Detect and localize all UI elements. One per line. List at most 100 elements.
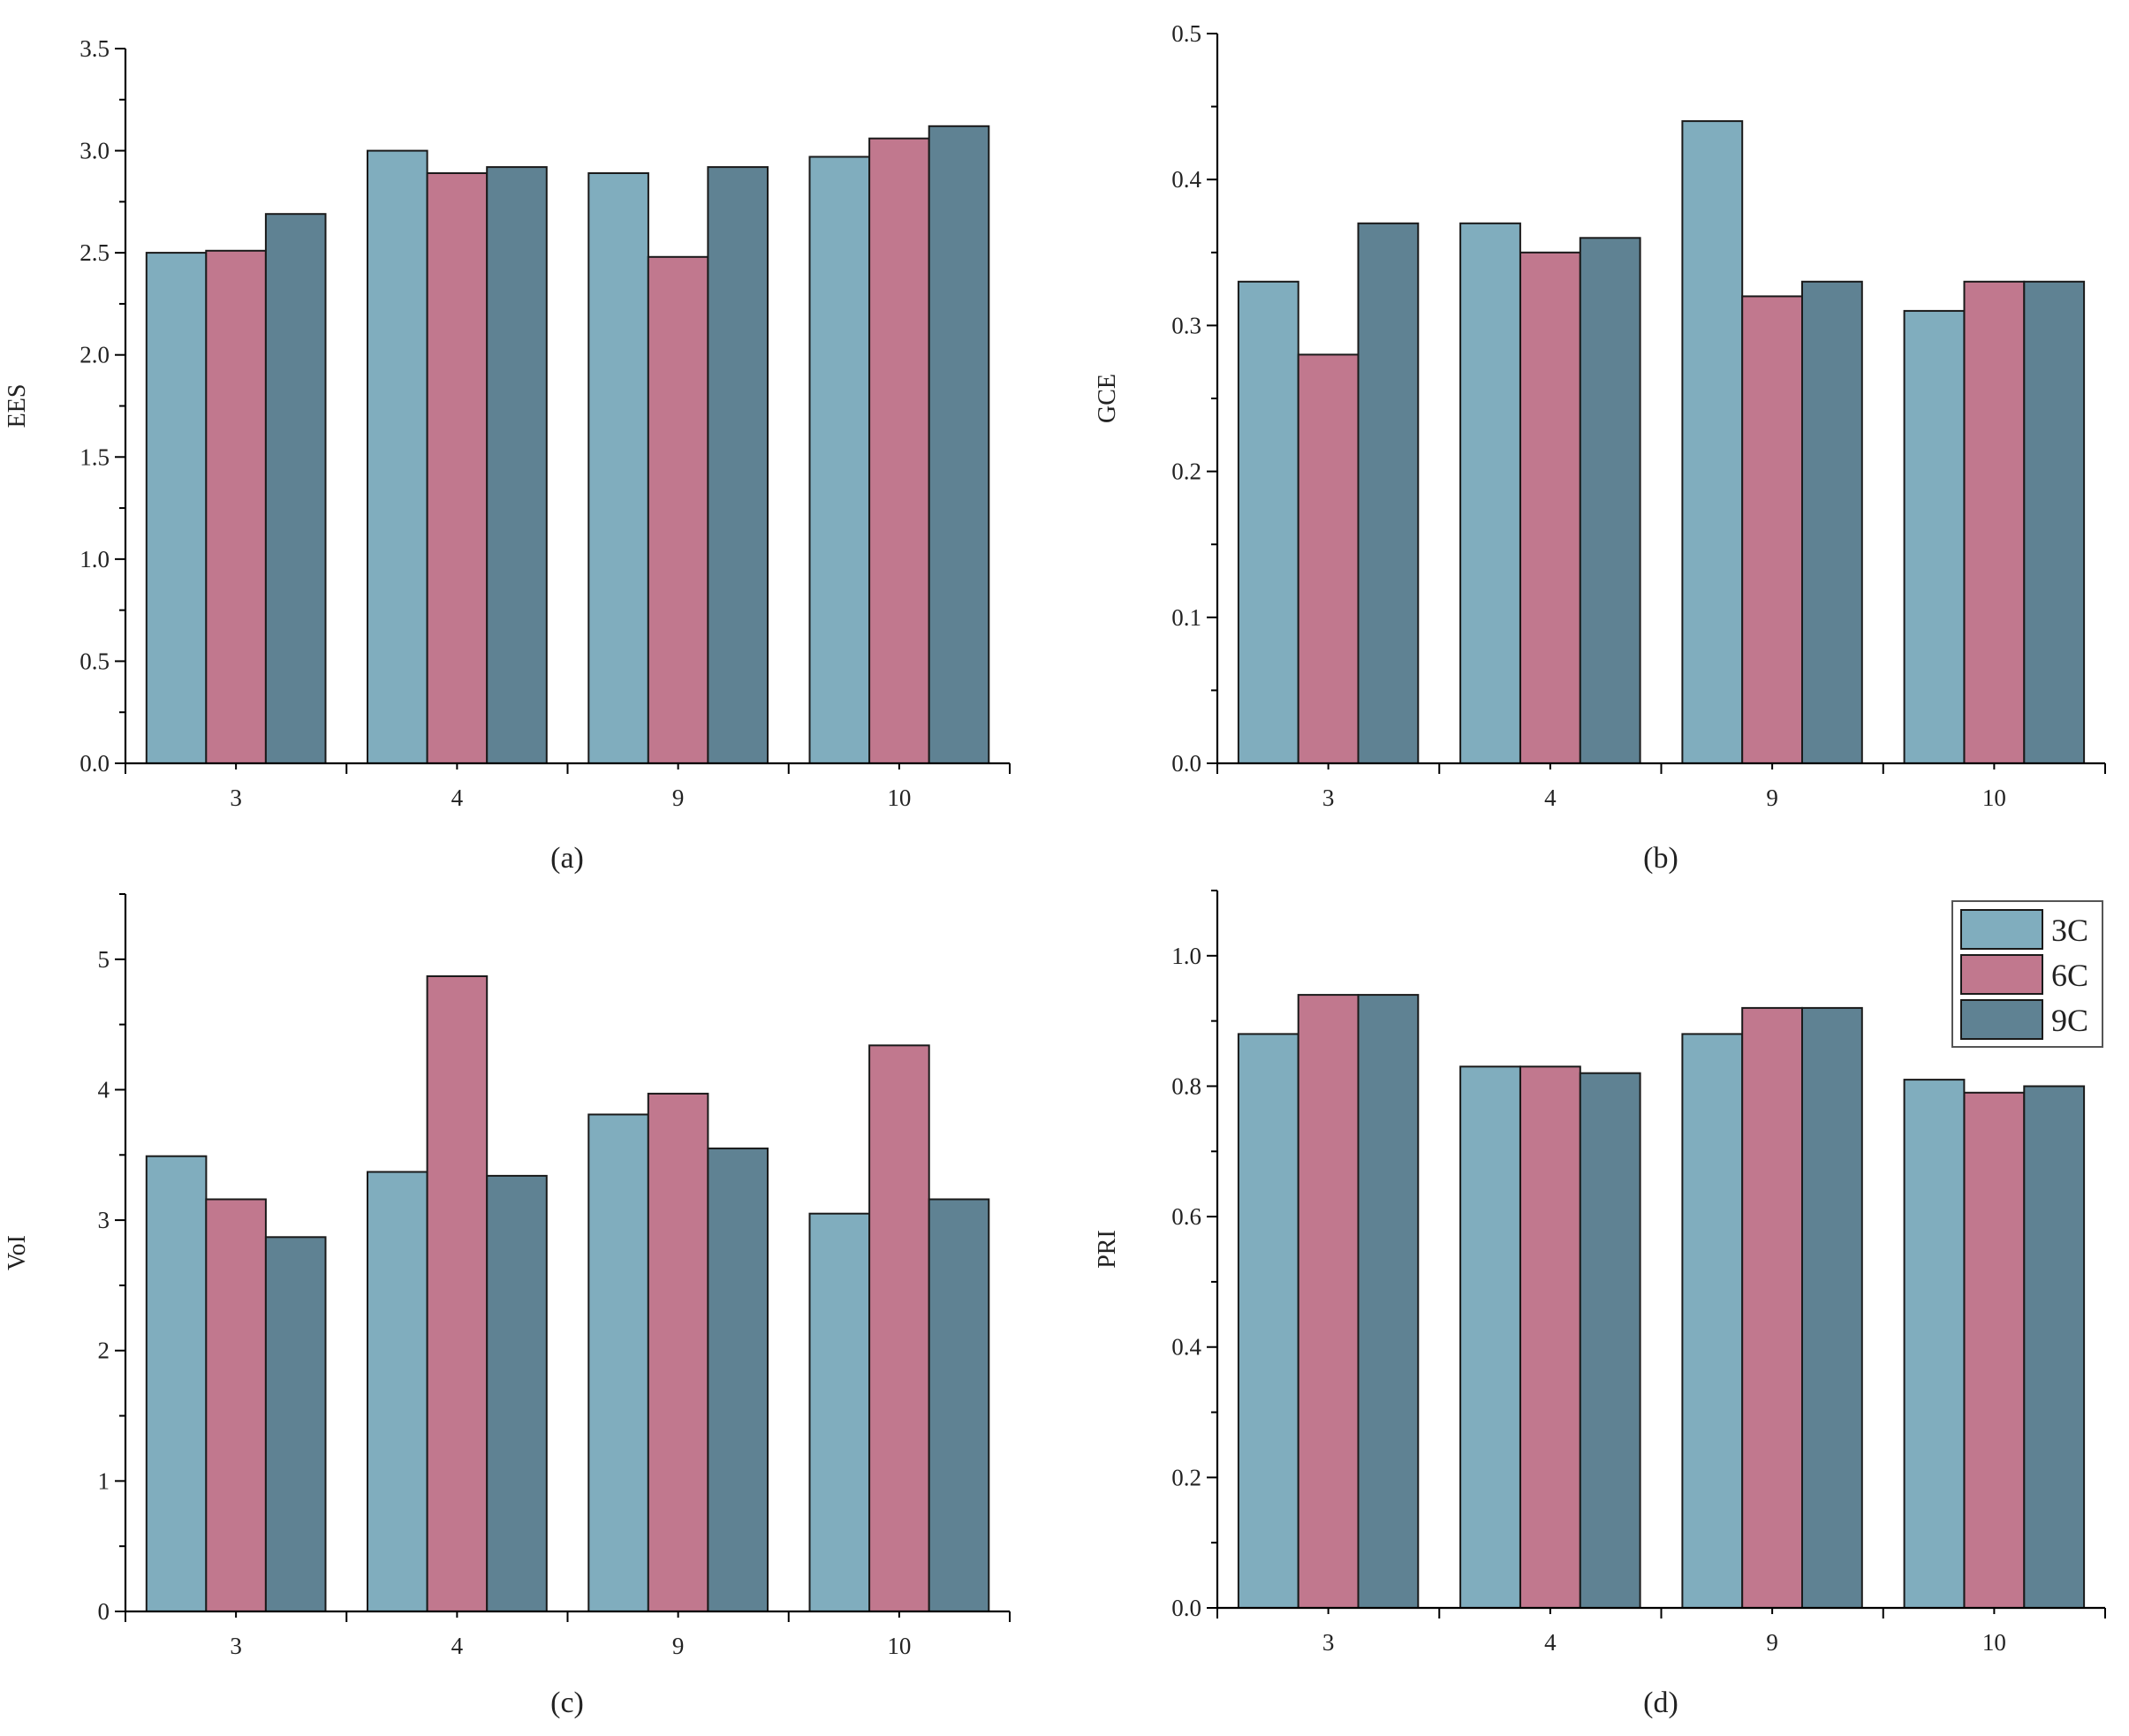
bar-9C-cat-4 <box>486 166 548 765</box>
bar-3C-cat-9 <box>587 172 649 764</box>
panel-caption: (b) <box>1643 842 1678 875</box>
y-tick-label: 3.5 <box>80 35 110 62</box>
x-tick-label-10: 10 <box>1982 785 2006 811</box>
bar-3C-cat-4 <box>367 1171 428 1612</box>
legend-swatch-3C <box>1960 909 2043 950</box>
bar-6C-cat-3 <box>1297 353 1360 764</box>
y-tick-label: 2.0 <box>80 342 110 368</box>
bar-9C-cat-3 <box>264 1236 327 1613</box>
bar-3C-cat-10 <box>808 155 871 764</box>
legend-label-6C: 6C <box>2051 958 2088 993</box>
y-tick-label: 0.4 <box>1171 166 1201 193</box>
x-tick-label-10: 10 <box>887 785 911 811</box>
bar-3C-cat-10 <box>1903 1079 1966 1609</box>
y-tick-label: 1.5 <box>80 443 110 470</box>
y-tick-label: 0.2 <box>1171 1464 1201 1490</box>
x-tick-label-9: 9 <box>1766 785 1778 811</box>
panel-caption: (d) <box>1643 1687 1678 1719</box>
bar-6C-cat-9 <box>1741 295 1803 764</box>
bar-6C-cat-4 <box>426 172 489 764</box>
y-axis-title: GCE <box>1094 374 1121 423</box>
bar-3C-cat-3 <box>1237 1033 1299 1609</box>
bar-9C-cat-3 <box>1357 222 1420 765</box>
x-tick-label-3: 3 <box>230 1633 242 1659</box>
y-tick-label: 4 <box>98 1076 110 1103</box>
bar-6C-cat-10 <box>868 137 930 764</box>
x-tick-label-4: 4 <box>451 785 464 811</box>
y-axis-title: VoI <box>4 1235 31 1270</box>
bar-6C-cat-4 <box>1519 1065 1581 1610</box>
panel-caption: (c) <box>550 1687 584 1719</box>
panel-caption: (a) <box>550 842 584 875</box>
x-tick-label-4: 4 <box>451 1633 464 1659</box>
y-tick-label: 0.0 <box>1171 750 1201 777</box>
legend-swatch-9C <box>1960 999 2043 1040</box>
bar-6C-cat-10 <box>1963 280 2026 764</box>
y-tick-label: 1.0 <box>1171 943 1201 969</box>
bar-6C-cat-10 <box>1963 1091 2026 1610</box>
y-tick-label: 0.0 <box>1171 1595 1201 1621</box>
legend-label-9C: 9C <box>2051 1003 2088 1038</box>
y-axis-title: EES <box>4 384 31 428</box>
y-tick-label: 0 <box>98 1598 110 1625</box>
bar-3C-cat-4 <box>1459 222 1521 765</box>
bar-3C-cat-10 <box>808 1212 871 1612</box>
bar-3C-cat-3 <box>145 1155 208 1612</box>
bar-9C-cat-4 <box>1579 237 1641 764</box>
bar-6C-cat-3 <box>1297 994 1360 1609</box>
bar-6C-cat-3 <box>205 1198 267 1612</box>
panel-a-ees: 0.0 0.5 1.0 1.5 2.0 2.5 3.0 3.5 3 4 9 10 EES (a) <box>4 35 1011 875</box>
legend-label-3C: 3C <box>2051 913 2088 948</box>
bar-9C-cat-9 <box>707 1147 769 1612</box>
y-tick-label: 3 <box>98 1207 110 1233</box>
x-tick-label-9: 9 <box>672 1633 685 1659</box>
y-tick-label: 0.4 <box>1171 1334 1201 1361</box>
y-tick-label: 0.8 <box>1171 1073 1201 1099</box>
y-tick-label: 0.2 <box>1171 459 1201 485</box>
legend: 3C 6C 9C <box>1951 900 2103 1048</box>
bar-9C-cat-10 <box>928 125 990 765</box>
x-tick-label-10: 10 <box>887 1633 911 1659</box>
y-axis-title: PRI <box>1094 1230 1121 1269</box>
bar-9C-cat-4 <box>1579 1072 1641 1609</box>
x-tick-label-9: 9 <box>1766 1629 1778 1656</box>
bar-3C-cat-9 <box>1681 120 1744 765</box>
y-tick-label: 5 <box>98 946 110 973</box>
bar-9C-cat-10 <box>928 1198 990 1612</box>
y-tick-label: 0.0 <box>80 750 110 777</box>
bar-6C-cat-9 <box>1741 1006 1803 1609</box>
x-tick-label-10: 10 <box>1982 1629 2006 1656</box>
bar-6C-cat-4 <box>426 975 489 1612</box>
bar-6C-cat-9 <box>647 1092 709 1612</box>
y-tick-label: 0.1 <box>1171 604 1201 631</box>
x-tick-label-4: 4 <box>1544 785 1557 811</box>
bar-6C-cat-3 <box>205 249 267 764</box>
y-tick-label: 3.0 <box>80 138 110 164</box>
x-tick-label-3: 3 <box>230 785 242 811</box>
x-tick-label-9: 9 <box>672 785 685 811</box>
y-tick-label: 2 <box>98 1338 110 1364</box>
y-tick-label: 1.0 <box>80 546 110 572</box>
x-tick-label-3: 3 <box>1322 1629 1335 1656</box>
bar-3C-cat-9 <box>587 1113 649 1612</box>
panel-c-voi: 0 1 2 3 4 5 3 4 9 10 VoI (c) <box>4 893 1011 1719</box>
bar-9C-cat-9 <box>707 166 769 765</box>
bar-6C-cat-4 <box>1519 251 1581 764</box>
bar-3C-cat-4 <box>367 149 428 765</box>
bar-3C-cat-3 <box>1237 280 1299 764</box>
y-tick-label: 0.5 <box>1171 20 1201 47</box>
bar-3C-cat-9 <box>1681 1033 1744 1609</box>
bar-9C-cat-3 <box>264 213 327 764</box>
x-tick-label-4: 4 <box>1544 1629 1557 1656</box>
y-tick-label: 0.6 <box>1171 1203 1201 1230</box>
y-tick-label: 2.5 <box>80 239 110 266</box>
bar-3C-cat-10 <box>1903 309 1966 764</box>
y-tick-label: 1 <box>98 1467 110 1494</box>
x-tick-label-3: 3 <box>1322 785 1335 811</box>
bar-9C-cat-10 <box>2023 280 2086 764</box>
bar-9C-cat-9 <box>1801 1006 1863 1609</box>
bar-9C-cat-4 <box>486 1174 548 1613</box>
bar-3C-cat-4 <box>1459 1065 1521 1610</box>
panel-b-gce: 0.0 0.1 0.2 0.3 0.4 0.5 3 4 9 10 GCE (b) <box>1094 20 2106 875</box>
bar-9C-cat-3 <box>1357 994 1420 1609</box>
